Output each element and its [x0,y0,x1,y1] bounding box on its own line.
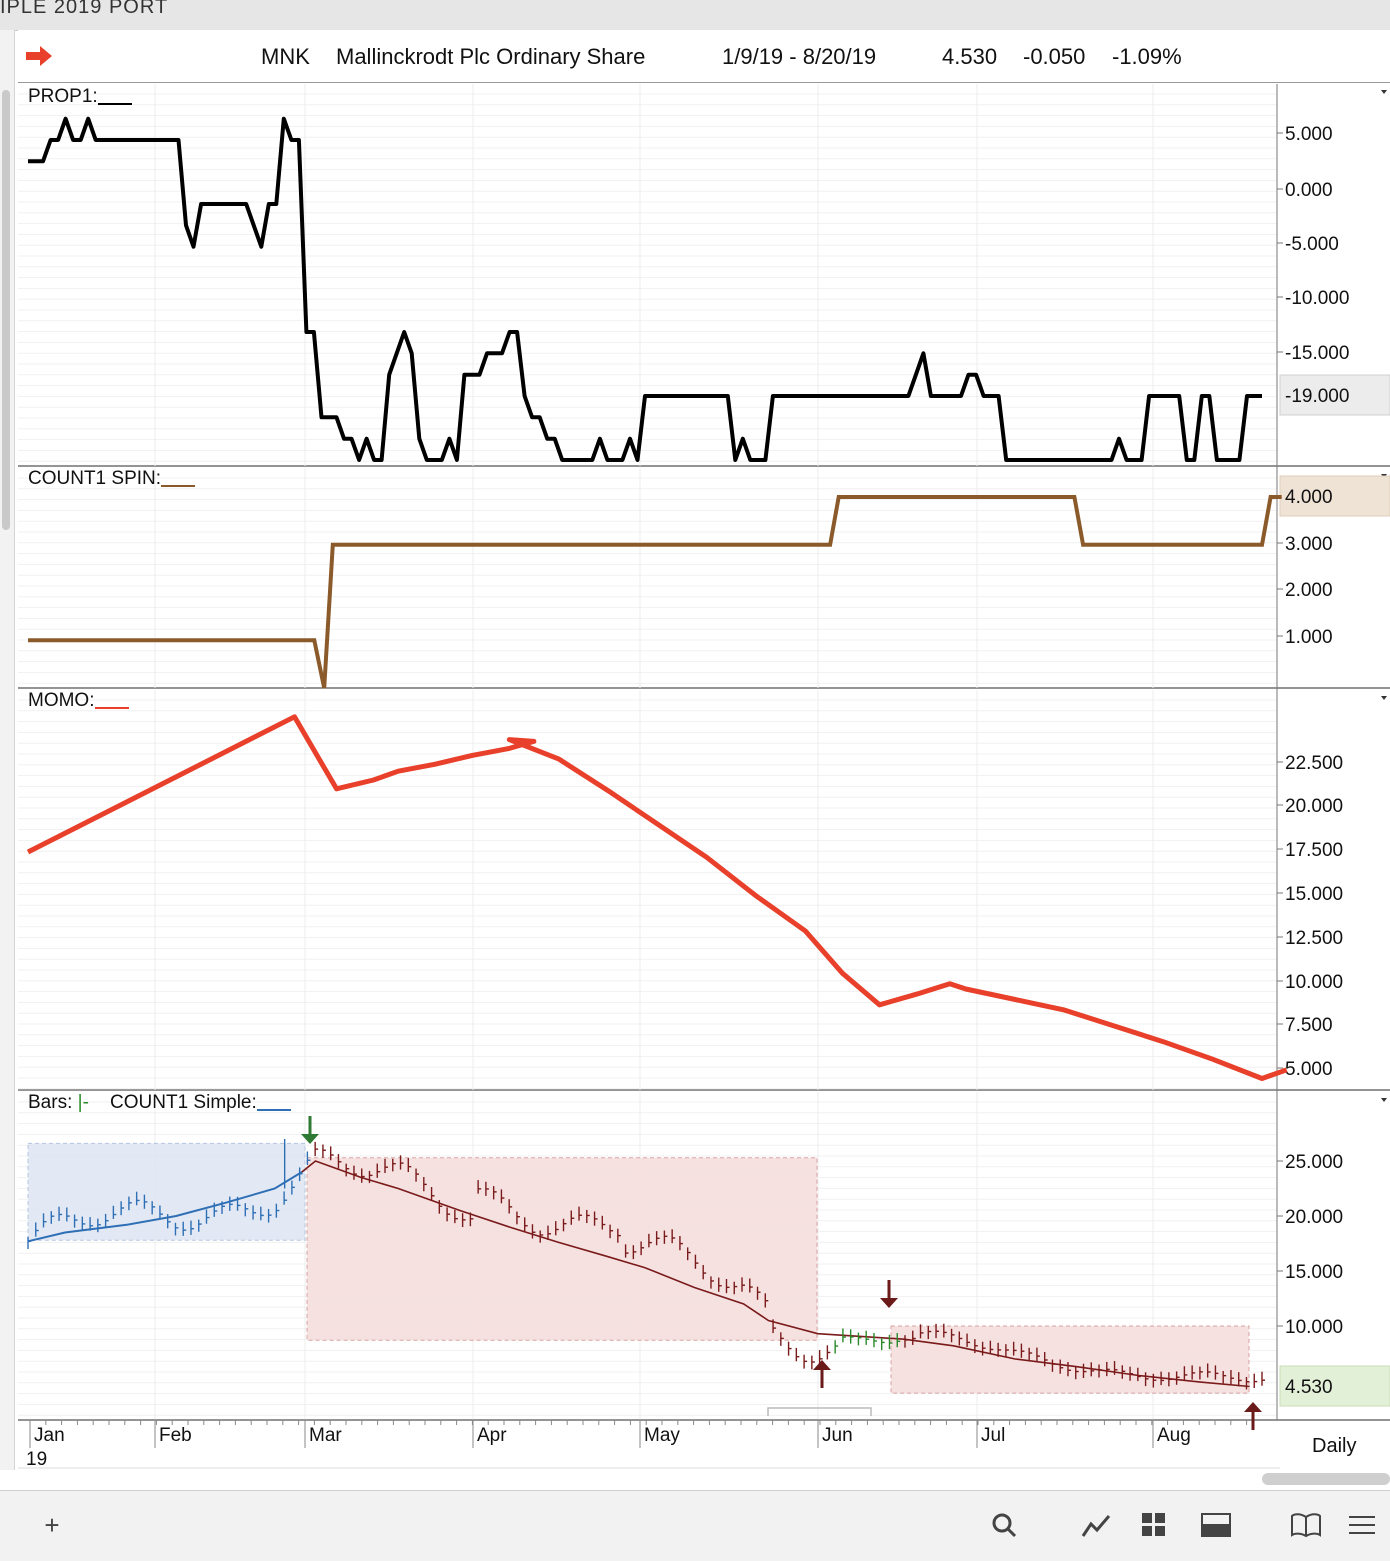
window-title: IPLE 2019 PORT [0,0,169,18]
count1-spin-last-value-box [1279,475,1390,517]
arrow-head [813,1360,831,1370]
x-tick-label: Jan [34,1425,65,1446]
chevron-down-icon [1381,1098,1387,1102]
momo-title: MOMO: [28,690,95,711]
x-tick-label: Jun [822,1425,853,1446]
y-tick-label: 5.000 [1285,124,1333,145]
y-tick-label: 20.000 [1285,1207,1343,1228]
chevron-down-icon [1381,90,1387,94]
x-tick-label: Aug [1157,1425,1191,1446]
arrow-head [301,1134,319,1144]
count1-spin-label: COUNT1 SPIN: [28,468,196,490]
x-tick-label: Feb [159,1425,192,1446]
count1-spin-series-line [28,495,1282,689]
grid-icon[interactable] [1136,1507,1172,1543]
y-tick-label: -5.000 [1285,234,1339,255]
left-scrollbar-thumb[interactable] [2,90,10,530]
sell-signal-arrow-icon [301,1116,319,1144]
y-tick-label: 22.500 [1285,753,1343,774]
count1-spin-title: COUNT1 SPIN: [28,468,162,489]
chart-header: MNK Mallinckrodt Plc Ordinary Share 1/9/… [18,30,1390,83]
arrow-head [880,1298,898,1308]
horizontal-scrollbar[interactable] [1262,1473,1390,1485]
arrow-head [1244,1402,1262,1412]
y-tick-label: 17.500 [1285,840,1343,861]
prop1-title: PROP1: [28,86,98,107]
year-label: 19 [26,1449,47,1470]
y-tick-label: 10.000 [1285,972,1343,993]
bars-title: Bars: [28,1092,73,1113]
chart-canvas[interactable]: 5.000 0.000 -5.000 -10.000 -15.000 3.000 2.000… [0,0,1390,1490]
buy-signal-arrow-icon [813,1360,831,1388]
y-tick-label: 1.000 [1285,627,1333,648]
buy-signal-arrow-icon [1244,1402,1262,1430]
x-tick-label: May [644,1425,680,1446]
count1-spin-last-value: 4.000 [1285,487,1333,508]
uptrend-box [27,1142,306,1241]
y-tick-label: -10.000 [1285,288,1349,309]
y-tick-label: 25.000 [1285,1152,1343,1173]
percent-change: -1.09% [1112,44,1182,69]
book-icon[interactable] [1288,1507,1324,1543]
chevron-down-icon [1381,696,1387,700]
last-price: 4.530 [942,44,998,69]
chevron-down-icon [1381,474,1387,478]
bars-marker: |- [77,1092,89,1113]
y-tick-label: 7.500 [1285,1015,1333,1036]
price-change: -0.050 [1023,44,1086,69]
prop1-last-value: -19.000 [1285,386,1349,407]
y-tick-label: 0.000 [1285,180,1333,201]
right-arrow-icon[interactable] [26,44,56,68]
left-scrollbar[interactable] [0,30,15,1470]
search-icon[interactable] [986,1507,1022,1543]
momo-label: MOMO: [28,690,129,712]
prop1-last-value-box [1279,374,1390,416]
downtrend-box [306,1157,818,1341]
count1-simple-title: COUNT1 Simple: [110,1092,257,1113]
price-last-value-box [1279,1365,1390,1407]
menu-icon[interactable] [1344,1507,1380,1543]
count1-simple-up-line [27,1171,303,1243]
x-tick-label: Mar [309,1425,342,1446]
sell-signal-arrow-icon [880,1280,898,1308]
count1-simple-down-line [301,1160,1250,1388]
y-tick-label: 3.000 [1285,534,1333,555]
y-tick-label: -15.000 [1285,343,1349,364]
downtrend-box-2 [890,1325,1250,1394]
prop1-label: PROP1: [28,86,132,108]
bottom-toolbar: + [0,1490,1390,1561]
momo-series-line [26,714,1288,1081]
y-tick-label: 12.500 [1285,928,1343,949]
bars-label: Bars: |- COUNT1 Simple: [28,1092,291,1114]
x-tick-label: Apr [477,1425,507,1446]
range-bracket [767,1407,872,1416]
y-tick-label: 2.000 [1285,580,1333,601]
price-last-value: 4.530 [1285,1377,1333,1398]
period-label[interactable]: Daily [1312,1435,1357,1457]
y-tick-label: 5.000 [1285,1059,1333,1080]
date-range: 1/9/19 - 8/20/19 [722,44,877,69]
line-chart-icon[interactable] [1078,1507,1114,1543]
company-name: Mallinckrodt Plc Ordinary Share [336,44,646,69]
window-title-strip: IPLE 2019 PORT [0,0,1390,31]
add-icon[interactable]: + [44,1509,60,1540]
y-tick-label: 15.000 [1285,1262,1343,1283]
prop1-series-line [28,116,1262,462]
symbol: MNK [261,44,310,69]
layout-icon[interactable] [1198,1507,1234,1543]
y-tick-label: 15.000 [1285,884,1343,905]
y-tick-label: 10.000 [1285,1317,1343,1338]
x-tick-label: Jul [981,1425,1005,1446]
y-tick-label: 20.000 [1285,796,1343,817]
